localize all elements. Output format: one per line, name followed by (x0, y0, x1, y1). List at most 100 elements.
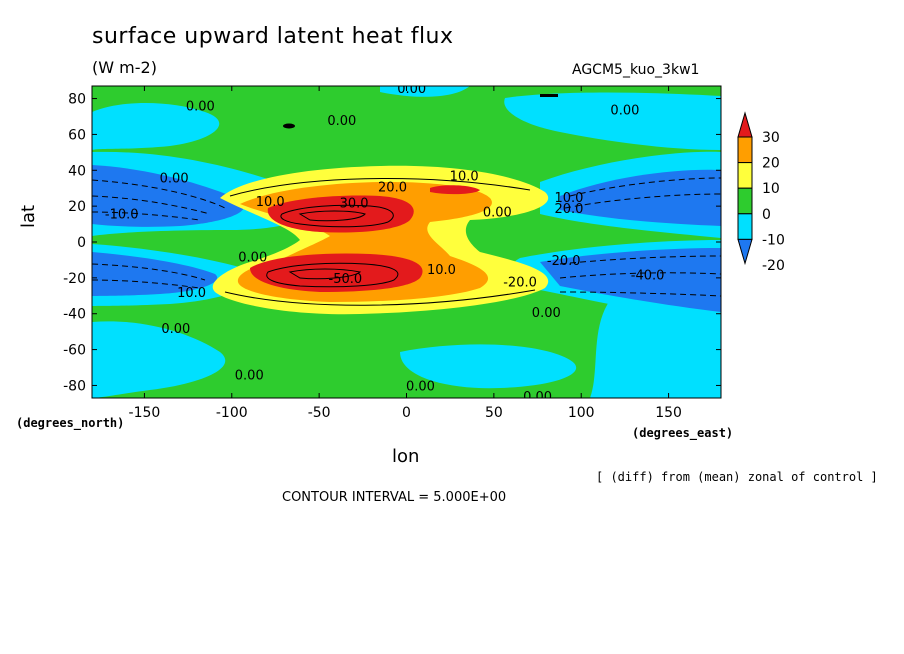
contour-line (569, 177, 721, 197)
colorbar-arrow-bottom (737, 238, 753, 266)
contour-label: 0.00 (610, 103, 639, 118)
cyan-patch-south-west (92, 321, 226, 398)
contour-line (92, 195, 211, 215)
contour-label: -40.0 (631, 268, 665, 283)
x-tick-label: 0 (402, 405, 411, 421)
y-tick-label: 20 (68, 199, 86, 215)
chart-units: (W m-2) (92, 58, 157, 77)
y-tick-label: -60 (63, 343, 86, 359)
black-spot (283, 123, 295, 129)
colorbar-label: -10 (762, 232, 785, 248)
contour-label-layer: 0.000.000.000.000.00 10.020.010.0 30.0 10.0… (105, 82, 665, 405)
contour-line (92, 211, 201, 221)
red-spot-north (430, 185, 480, 195)
contour-label: 0.00 (327, 114, 356, 129)
contour-label: -20.0 (547, 254, 581, 269)
contour-label: -20.0 (503, 275, 537, 290)
field-layer: 0.000.000.000.000.00 10.020.010.0 30.0 10.0… (92, 82, 721, 405)
contour-label: 10.0 (427, 263, 456, 278)
y-axis-units: (degrees_north) (16, 416, 125, 430)
x-tick-label: -150 (129, 405, 161, 421)
contour-label: 30.0 (340, 197, 369, 212)
colorbar-box (737, 162, 753, 189)
contour-line (229, 178, 531, 197)
contour-line (266, 262, 399, 288)
contour-label: 0.00 (235, 369, 264, 384)
x-tick-label: -100 (216, 405, 248, 421)
x-axis: -150 -100 -50 0 50 100 150 (129, 86, 682, 421)
contour-label: 0.00 (532, 306, 561, 321)
y-axis-label: lat (18, 204, 39, 228)
contour-line (298, 210, 366, 222)
blue-band-south-east (540, 248, 721, 312)
contour-lines (224, 178, 536, 306)
contour-line (564, 193, 721, 209)
colorbar-label: 20 (762, 156, 780, 172)
colorbar-arrow-top (737, 111, 753, 138)
colorbar-label: -20 (762, 258, 785, 274)
contour-line (559, 272, 721, 279)
cyan-patch-north-top (380, 86, 470, 97)
contour-label: -10.0 (105, 207, 139, 222)
x-axis-label: lon (392, 446, 420, 467)
y-axis: 80 60 40 20 0 -20 -40 -60 -80 (63, 92, 721, 394)
x-tick-label: -50 (308, 405, 331, 421)
x-tick-label: 50 (485, 405, 503, 421)
y-tick-label: -80 (63, 378, 86, 394)
contour-label: 0.00 (406, 379, 435, 394)
contour-label: 0.00 (186, 100, 215, 115)
contour-line (92, 279, 201, 289)
contour-label: 0.00 (238, 250, 267, 265)
colorbar-box (737, 187, 753, 215)
negative-contours (92, 177, 721, 297)
colorbar-label: 0 (762, 207, 771, 223)
contour-line (224, 289, 536, 306)
contour-label: 0.00 (523, 390, 552, 405)
x-tick-label: 150 (655, 405, 682, 421)
contour-label: 10.0 (555, 191, 584, 206)
cyan-patch-north-west (92, 103, 220, 150)
y-tick-label: 80 (68, 92, 86, 108)
cyan-patch-north-east (504, 92, 721, 150)
y-tick-label: 40 (68, 163, 86, 179)
x-axis-units: (degrees_east) (632, 426, 734, 440)
cyan-patch-south-east (590, 298, 721, 398)
contour-line (92, 263, 206, 281)
y-tick-label: 0 (77, 235, 86, 251)
contour-label: 0.00 (161, 322, 190, 337)
blue-band-north-east (560, 169, 721, 226)
contour-label: 10.0 (177, 286, 206, 301)
contour-label: 20.0 (378, 180, 407, 195)
red-core-north (267, 195, 414, 233)
contour-label: 0.00 (483, 206, 512, 221)
cyan-patch-south-mid (400, 344, 577, 389)
footnote: [ (diff) from (mean) zonal of control ] (596, 470, 878, 484)
contour-label: 0.00 (397, 82, 426, 97)
colorbar: 30 20 10 0 -10 -20 (737, 111, 785, 274)
red-core-south (250, 253, 423, 292)
blue-band-south-west (92, 252, 218, 296)
contour-interval: CONTOUR INTERVAL = 5.000E+00 (282, 490, 507, 505)
contour-label: 10.0 (450, 170, 479, 185)
contour-label: 20.0 (555, 202, 584, 217)
colorbar-label: 10 (762, 181, 780, 197)
y-tick-label: -40 (63, 307, 86, 323)
blue-band-north-west (92, 165, 245, 227)
contour-line (559, 291, 721, 297)
y-tick-label: -20 (63, 271, 86, 287)
chart-title: surface upward latent heat flux (92, 24, 454, 49)
contour-line (288, 268, 362, 280)
contour-line (280, 204, 394, 228)
black-dash (540, 94, 558, 97)
contour-label: 10.0 (256, 195, 285, 210)
contour-label: -50.0 (329, 272, 363, 287)
y-tick-label: 60 (68, 127, 86, 143)
run-name: AGCM5_kuo_3kw1 (572, 62, 700, 78)
contour-line (559, 255, 721, 265)
colorbar-box (737, 213, 753, 240)
contour-label: 0.00 (160, 171, 189, 186)
x-tick-label: 100 (568, 405, 595, 421)
colorbar-label: 30 (762, 130, 780, 146)
colorbar-box (737, 136, 753, 164)
